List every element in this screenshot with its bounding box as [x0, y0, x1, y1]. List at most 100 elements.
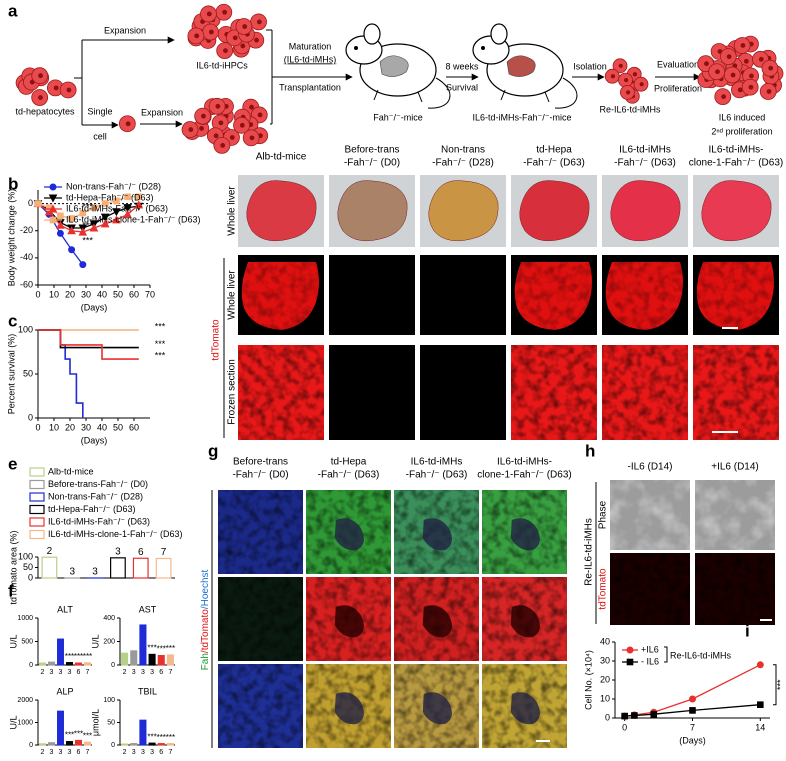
column-label: clone-1-Fah⁻/⁻ (D63) [477, 470, 571, 481]
schematic-label: Fah⁻/⁻-mice [373, 112, 423, 122]
cell-nucleus [626, 90, 631, 95]
x-tick-label: 2 [41, 669, 45, 676]
cell-nucleus [53, 85, 59, 91]
vessel [510, 518, 540, 551]
bar [139, 624, 147, 666]
significance: *** [147, 732, 156, 741]
bar [84, 662, 91, 666]
bar [157, 743, 165, 746]
cell-nucleus [66, 87, 72, 93]
point [756, 661, 764, 669]
cell-nucleus [215, 103, 221, 109]
channel-part: /Hoechst [200, 569, 211, 609]
point [621, 712, 628, 720]
y-tick-label: 0 [111, 742, 115, 749]
bar [41, 556, 58, 579]
channel-part: /tdTomato [200, 609, 211, 653]
point [123, 209, 132, 218]
panel-letter: e [8, 454, 17, 473]
bar [155, 557, 172, 579]
legend-label: IL6-td-iMHs-clone-1-Fah⁻/⁻ (D63) [48, 529, 183, 539]
y-tick-label: 0 [28, 198, 33, 208]
y-tick-label: 200 [103, 638, 115, 645]
series-line [37, 203, 139, 229]
y-tick-label: 0 [605, 712, 610, 722]
liver [506, 55, 536, 77]
point [134, 200, 144, 209]
y-axis-label: U/L [8, 715, 18, 729]
cell-nucleus [726, 54, 732, 60]
x-tick-label: 3 [150, 669, 154, 676]
x-tick-label: 3 [132, 749, 136, 756]
significance: *** [775, 679, 785, 690]
schematic-label: Expansion [104, 25, 146, 35]
cell-nucleus [220, 142, 226, 148]
column-label: IL6-td-iMHs- [497, 457, 552, 468]
significance: *** [82, 235, 93, 245]
x-tick-label: 3 [141, 669, 145, 676]
point [112, 208, 121, 217]
column-label: Before-trans [344, 145, 399, 156]
chart-title: ALT [57, 604, 73, 614]
bar [132, 557, 149, 579]
legend-label: Before-trans-Fah⁻/⁻ (D0) [48, 479, 148, 489]
y-tick-label: 500 [21, 638, 33, 645]
cell-nucleus [194, 33, 200, 39]
legend-swatch [29, 492, 45, 502]
schematic-label: IL6 induced [719, 112, 766, 122]
schematic-label: IL6-td-iHPCs [196, 60, 248, 70]
y-tick-label: 0 [29, 742, 33, 749]
significance: *** [166, 644, 175, 653]
row-label: Phase [598, 500, 609, 529]
panel-letter: i [745, 621, 750, 640]
chart-title: TBIL [138, 686, 157, 696]
x-tick-label: 6 [77, 669, 81, 676]
y-tick-label: 0 [111, 662, 115, 669]
bar [166, 654, 174, 666]
point [631, 712, 638, 719]
x-tick-label: 14 [755, 722, 765, 732]
cell-nucleus [748, 84, 754, 90]
liver-photo [337, 180, 408, 242]
liver-photo [701, 180, 772, 242]
legend-label: IL6-td-iMHs-Fah⁻/⁻ (D63) [66, 203, 168, 213]
series-line [38, 329, 139, 360]
bar [57, 710, 64, 746]
point [689, 695, 696, 703]
x-tick-label: 3 [68, 749, 72, 756]
cell-nucleus [38, 95, 43, 100]
legend-swatch [29, 517, 45, 527]
point [89, 223, 99, 232]
point [101, 200, 109, 207]
y-axis-label: U/L [90, 634, 100, 648]
channel-part: Fah [200, 653, 211, 670]
column-label: -IL6 (D14) [627, 462, 672, 473]
x-tick-label: 3 [50, 749, 54, 756]
column-label: IL6-td-iMHs [411, 457, 463, 468]
x-tick-label: 3 [59, 669, 63, 676]
cell-nucleus [249, 104, 254, 110]
x-tick-label: 6 [159, 669, 163, 676]
point [79, 261, 87, 269]
cell-nucleus [223, 48, 228, 54]
cell-nucleus [632, 72, 638, 77]
point [48, 204, 58, 213]
point [135, 193, 143, 201]
column-label: -Fah⁻/⁻ (D0) [344, 158, 400, 169]
vessel [334, 605, 364, 638]
x-tick-label: 20 [65, 289, 75, 299]
micrograph [420, 255, 506, 335]
fluorescent-liver [696, 262, 774, 330]
point [689, 707, 696, 714]
cell-nucleus [766, 89, 772, 94]
row-label: Re-IL6-td-iMHs [584, 518, 595, 586]
point [757, 701, 764, 709]
significance: *** [65, 731, 74, 740]
x-tick-label: 7 [690, 722, 695, 732]
significance: *** [166, 733, 175, 742]
schematic-label: cell [93, 131, 107, 141]
x-tick-label: 3 [68, 669, 72, 676]
schematic-label: 2ⁿᵈ proliferation [711, 126, 772, 136]
bar [148, 653, 156, 666]
significance: *** [74, 730, 83, 739]
